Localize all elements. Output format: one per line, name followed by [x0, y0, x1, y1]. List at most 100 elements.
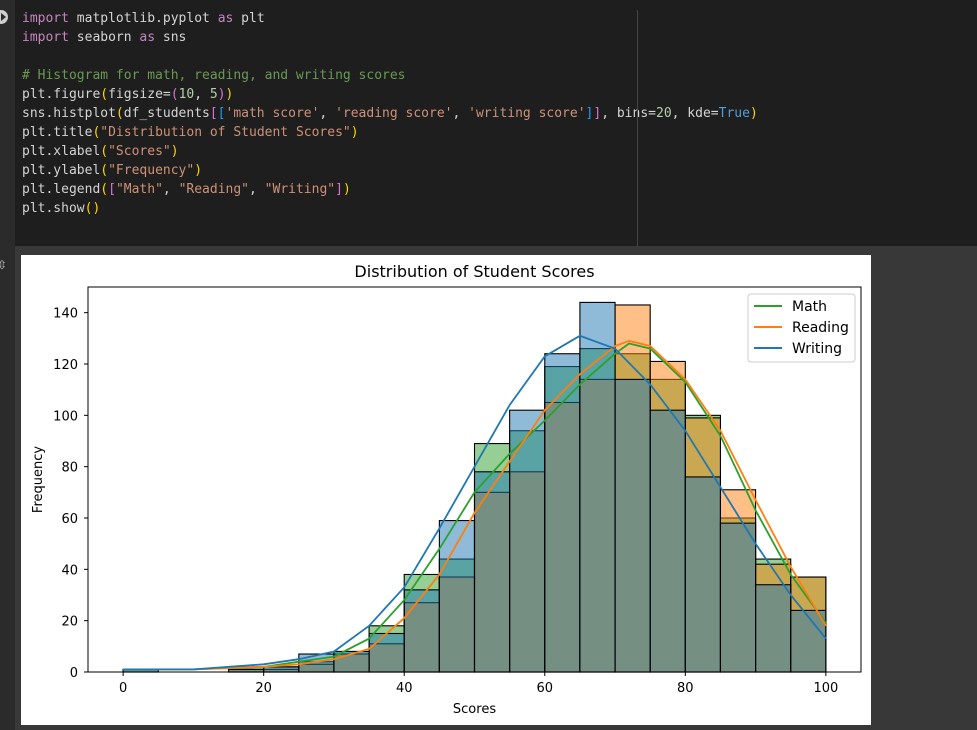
histogram-bar [473, 471, 511, 673]
code-token: , kde= [671, 106, 719, 121]
code-line: plt.ylabel("Frequency") [22, 163, 202, 178]
kde-line-writing [123, 334, 827, 671]
y-tick-label: 40 [61, 563, 78, 578]
run-cell-icon[interactable] [0, 10, 8, 24]
y-tick-label: 80 [61, 461, 78, 476]
code-cell[interactable]: import matplotlib.pyplot as plt import s… [0, 0, 977, 246]
code-token: plt.title [22, 125, 93, 140]
code-token: ) [749, 106, 758, 121]
code-token: "Scores" [108, 144, 171, 159]
code-token: ( [170, 87, 179, 102]
code-token: # Histogram for math, reading, and writi… [22, 68, 406, 83]
code-token: plt.legend [22, 182, 101, 197]
code-token: , bins= [601, 106, 656, 121]
code-token: ] [593, 106, 602, 121]
code-token: [ [108, 182, 116, 197]
histogram-bar [719, 522, 757, 673]
code-token: sns [155, 30, 187, 45]
y-tick-label: 0 [70, 666, 78, 681]
code-token: ( [84, 201, 93, 216]
code-token: seaborn [68, 30, 140, 45]
code-line: sns.histplot(df_students[['math score', … [22, 106, 758, 121]
code-token: ( [92, 125, 101, 140]
cell-gutter [0, 0, 15, 246]
code-token: figsize= [108, 87, 171, 102]
x-tick-label: 80 [677, 681, 694, 696]
code-token: 10 [178, 87, 195, 102]
histogram-bar [263, 666, 300, 673]
code-token: "Frequency" [108, 163, 195, 178]
x-tick-label: 60 [536, 681, 553, 696]
code-token: ( [100, 144, 109, 159]
code-token: as [217, 11, 234, 26]
code-token: ( [100, 163, 109, 178]
code-token: ( [115, 106, 124, 121]
code-token: plt.figure [22, 87, 101, 102]
code-token: as [139, 30, 156, 45]
code-token: 5 [209, 87, 218, 102]
code-token: [ [217, 106, 226, 121]
code-token: , [162, 182, 179, 197]
x-tick-label: 0 [119, 681, 127, 696]
code-token: "Distribution of Student Scores" [100, 125, 351, 140]
x-axis-label: Scores [453, 702, 496, 717]
code-token: plt.show [22, 201, 85, 216]
code-line: import seaborn as sns [22, 30, 186, 45]
code-token: 'reading score' [335, 106, 453, 121]
code-token: ) [170, 144, 179, 159]
x-tick-label: 20 [255, 681, 272, 696]
code-token: ( [100, 182, 109, 197]
code-token: ) [342, 182, 351, 197]
code-token: , [249, 182, 265, 197]
code-token: import [22, 30, 69, 45]
code-token: True [718, 106, 750, 121]
code-line: plt.figure(figsize=(10, 5)) [22, 87, 233, 102]
code-token: 20 [656, 106, 672, 121]
editor-ruler [637, 10, 638, 246]
histogram-bar [755, 584, 792, 673]
output-gutter [0, 246, 15, 730]
code-token: [ [209, 106, 218, 121]
code-token: "Writing" [264, 182, 336, 197]
code-line: import matplotlib.pyplot as plt [22, 11, 265, 26]
code-token: "Reading" [178, 182, 250, 197]
code-token: 'math score' [225, 106, 320, 121]
x-tick-label: 40 [396, 681, 413, 696]
plot-frame [87, 286, 862, 673]
code-token: import [22, 11, 69, 26]
histogram-bar [438, 520, 476, 673]
plot-output: 0 20 40 60 80 100 0 20 40 60 80 100 120 140 Distributi… [21, 255, 871, 725]
code-token: ( [100, 87, 109, 102]
chart-title: Distribution of Student Scores [354, 262, 594, 281]
x-tick-label: 100 [813, 681, 838, 696]
y-tick-label: 100 [53, 409, 78, 424]
code-token: ] [335, 182, 343, 197]
y-tick-label: 60 [61, 512, 78, 527]
histogram-bar [368, 632, 405, 673]
code-token: , [452, 106, 469, 121]
legend-label: Reading [792, 320, 849, 336]
code-line: plt.title("Distribution of Student Score… [22, 125, 359, 140]
code-token: ) [217, 87, 226, 102]
code-token: df_students [123, 106, 210, 121]
y-tick-label: 120 [53, 358, 78, 373]
legend-label: Writing [792, 341, 842, 357]
y-axis-label: Frequency [31, 446, 46, 513]
code-token: plt [233, 11, 265, 26]
code-token: plt.xlabel [22, 144, 101, 159]
histogram-bar [614, 378, 651, 673]
code-token: ) [350, 125, 359, 140]
histogram-bar [403, 589, 440, 673]
output-options-icon[interactable]: ⇳ [0, 258, 8, 272]
code-line: plt.xlabel("Scores") [22, 144, 179, 159]
code-editor[interactable]: import matplotlib.pyplot as plt import s… [22, 9, 758, 218]
code-line: # Histogram for math, reading, and writi… [22, 68, 406, 83]
histogram-bar [649, 409, 686, 673]
code-line: plt.legend(["Math", "Reading", "Writing"… [22, 182, 351, 197]
y-tick-label: 20 [61, 615, 78, 630]
code-token: plt.ylabel [22, 163, 101, 178]
histogram-bar [684, 476, 722, 673]
code-token: sns.histplot [22, 106, 116, 121]
legend-box [747, 293, 856, 363]
code-token: , [194, 87, 210, 102]
